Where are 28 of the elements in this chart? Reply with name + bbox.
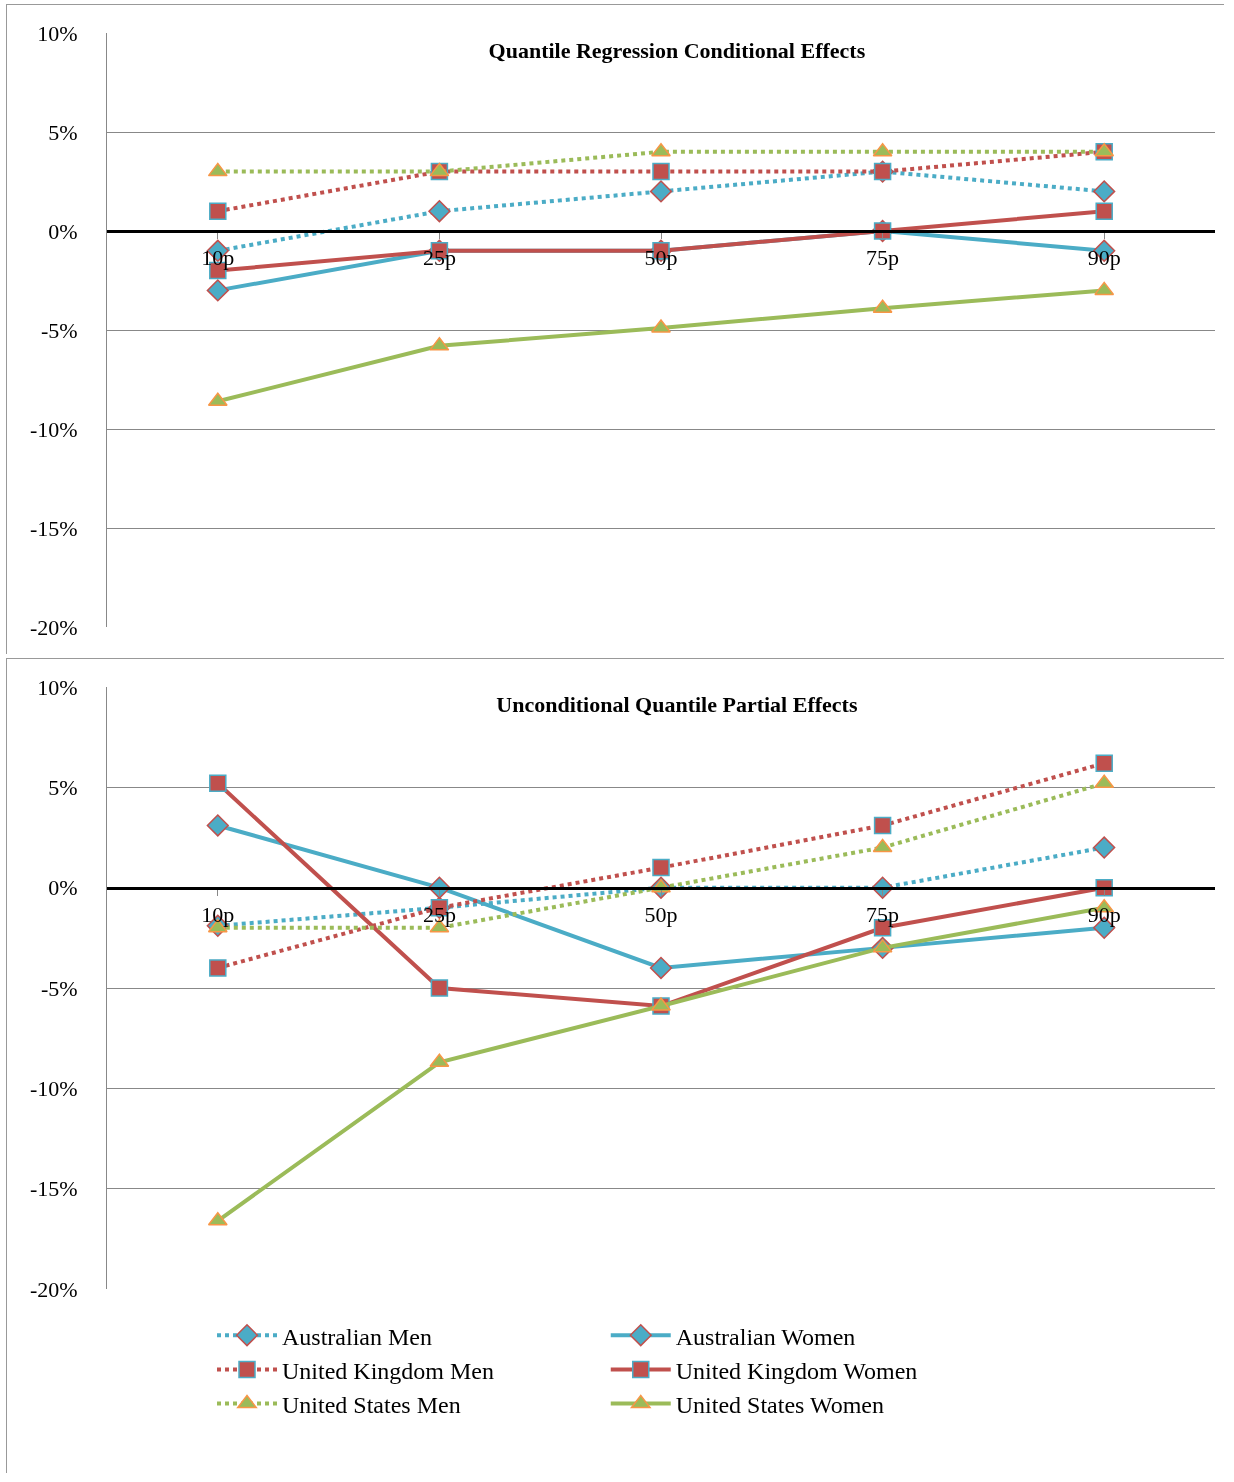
y-tick-label: 10% [37,20,78,46]
x-tick-label: 75p [866,902,900,928]
y-tick-label: 10% [37,674,78,700]
x-tick-label: 50p [644,902,678,928]
legend-label: United States Men [282,1391,461,1418]
y-tick-label: -15% [29,1176,78,1202]
y-tick-label: 0% [48,875,78,901]
y-tick-label: -5% [40,317,78,343]
y-tick-label: 5% [48,775,78,801]
chart-title: Unconditional Quantile Partial Effects [496,692,858,718]
y-tick-label: -15% [29,515,78,541]
y-tick-label: -10% [29,1076,78,1102]
chart-title: Quantile Regression Conditional Effects [488,38,866,64]
legend-label: United Kingdom Women [675,1357,918,1384]
legend-label: United States Women [675,1391,885,1418]
y-tick-label: 5% [48,119,78,145]
x-tick-label: 90p [1087,245,1121,271]
x-tick-label: 75p [866,245,900,271]
y-tick-label: -20% [29,1276,78,1302]
x-tick-label: 50p [644,245,678,271]
y-tick-label: 0% [48,218,78,244]
legend-label: Australian Women [675,1323,856,1350]
legend-label: United Kingdom Men [282,1357,494,1384]
y-tick-label: -20% [29,614,78,640]
y-tick-label: -10% [29,416,78,442]
x-tick-label: 10p [201,902,235,928]
y-tick-label: -5% [40,975,78,1001]
legend-label: Australian Men [282,1323,432,1350]
